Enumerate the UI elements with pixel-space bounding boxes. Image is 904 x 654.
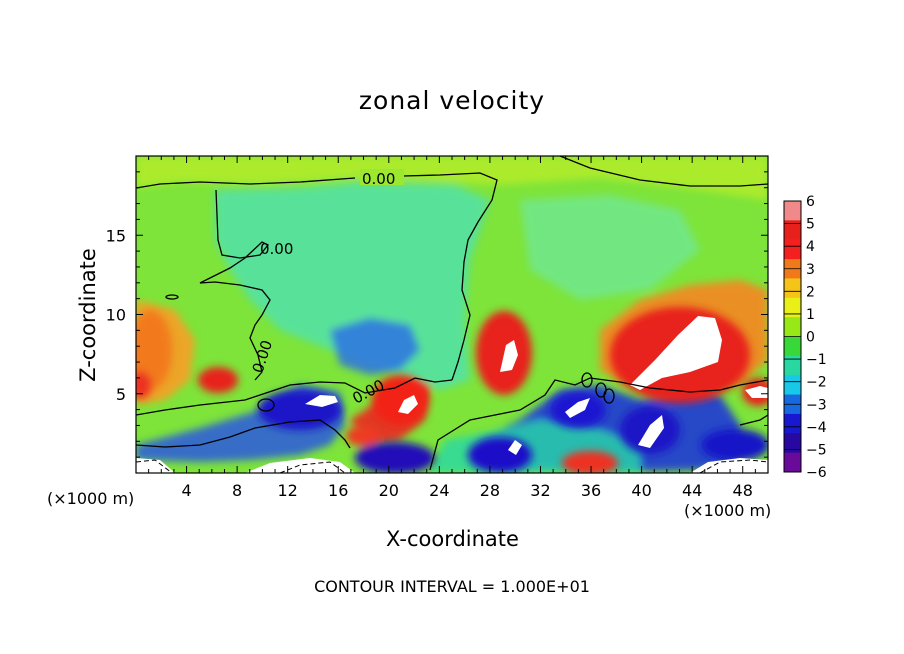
dashed-contour-bottom-right (699, 459, 768, 473)
colorbar-label: −2 (806, 375, 827, 391)
colorbar-swatch (784, 452, 801, 473)
x-tick-label: 44 (682, 481, 702, 500)
red-cell-x0 (136, 371, 152, 399)
colorbar: 6 5 4 3 2 1 0 −1 −2 −3 −4 −5 −6 (783, 194, 827, 481)
contour-label-small: 0.00 (260, 240, 293, 258)
x-axis-label: X-coordinate (386, 527, 519, 551)
zero-contour-lower (136, 419, 351, 449)
y-axis-label: Z-coordinate (76, 248, 100, 382)
y-tick-label: 10 (106, 306, 126, 325)
x-tick-label: 36 (581, 481, 601, 500)
contour-label-upper: 0.00 (362, 170, 395, 188)
colorbar-label: 5 (806, 217, 815, 233)
x-tick-label: 8 (232, 481, 242, 500)
zero-contour-loop-x36 (581, 372, 593, 388)
contour-interval-note: CONTOUR INTERVAL = 1.000E+01 (314, 577, 590, 596)
x-tick-label: 48 (733, 481, 753, 500)
white-patch-x29 (500, 340, 518, 372)
dashed-contours (136, 459, 768, 473)
x-tick-label: 24 (429, 481, 449, 500)
colorbar-label: 1 (806, 307, 815, 323)
colorbar-label: −6 (806, 465, 827, 481)
chart-title: zonal velocity (358, 86, 546, 115)
colorbar-swatch (784, 433, 801, 454)
x-tick-label: 4 (181, 481, 191, 500)
upper-yellow-green-region (136, 156, 768, 200)
zero-contour-right-edge (739, 414, 768, 426)
colorbar-swatch (784, 336, 801, 357)
red-cell-x21 (372, 375, 428, 425)
white-patch-x44 (630, 316, 722, 390)
white-patch-x35 (565, 398, 590, 418)
x-tick-label: 40 (631, 481, 651, 500)
x-tick-label: 12 (278, 481, 298, 500)
colorbar-swatch (784, 317, 801, 337)
zero-contour-upper-right (402, 172, 498, 381)
navy-cell-x29 (468, 437, 532, 473)
zero-contour-top-right (559, 156, 768, 187)
red-cell-x7 (198, 367, 238, 393)
white-patch-x41 (638, 415, 664, 448)
white-patch-bottom-x29 (508, 440, 522, 455)
red-cell-x29 (476, 311, 532, 395)
white-patch-x22 (398, 395, 418, 414)
navy-cell-x20 (355, 442, 435, 473)
contour-label-bg-upper (360, 169, 404, 185)
white-patch-x14 (305, 395, 338, 407)
colorbar-swatch (784, 413, 801, 434)
colorbar-label: −4 (806, 420, 827, 436)
x-tick-label: 20 (379, 481, 399, 500)
colorbar-label: 0 (806, 330, 815, 346)
extreme-value-patches (136, 316, 768, 473)
red-cell-x19 (346, 426, 378, 446)
zero-contour-left-lobe (199, 189, 271, 381)
colorbar-label: 3 (806, 262, 815, 278)
colorbar-label: 2 (806, 284, 815, 300)
white-patch-bottom-x47 (690, 458, 768, 473)
y-tick-label: 15 (106, 226, 126, 245)
colorbar-swatch (784, 278, 801, 299)
orange-cell-x2 (136, 310, 172, 390)
x-tick-label: 28 (480, 481, 500, 500)
x-units-left: (×1000 m) (47, 489, 135, 508)
x-tick-label: 16 (328, 481, 348, 500)
colorbar-swatch (784, 375, 801, 396)
red-cell-x36 (562, 451, 618, 473)
white-patch-bottom-left (136, 458, 175, 473)
velocity-field: 0.00 0.00 0.00 0.00 (136, 156, 768, 473)
colorbar-label: −5 (806, 442, 827, 458)
right-cyan-region (520, 195, 700, 300)
zero-contour-loop-x38 (603, 388, 615, 404)
colorbar-swatch (784, 201, 801, 221)
colorbar-swatch (784, 297, 801, 318)
navy-cell-x47 (701, 429, 768, 461)
colorbar-label: 4 (806, 239, 815, 255)
colorbar-swatch (784, 220, 801, 241)
colorbar-swatch (784, 239, 801, 260)
colorbar-swatch (784, 355, 801, 376)
colorbar-label: 6 (806, 194, 815, 210)
x-tick-label: 32 (530, 481, 550, 500)
y-tick-label: 5 (116, 385, 126, 404)
dashed-contour-bottom-mid (279, 461, 346, 473)
zero-contour-mid-left (136, 377, 453, 416)
colorbar-label: −3 (806, 397, 827, 413)
zero-contour-upper (136, 177, 356, 189)
dashed-contour-bottom-left (136, 459, 173, 473)
center-blue-patch (330, 318, 420, 375)
zero-contour-loop-x3 (165, 294, 179, 300)
x-units-right: (×1000 m) (684, 501, 772, 520)
mid-cyan-region (215, 182, 490, 390)
white-patch-x48 (745, 386, 768, 398)
zero-contour-loop-x10 (257, 398, 275, 412)
zero-contours (136, 156, 768, 471)
colorbar-label: −1 (806, 352, 827, 368)
